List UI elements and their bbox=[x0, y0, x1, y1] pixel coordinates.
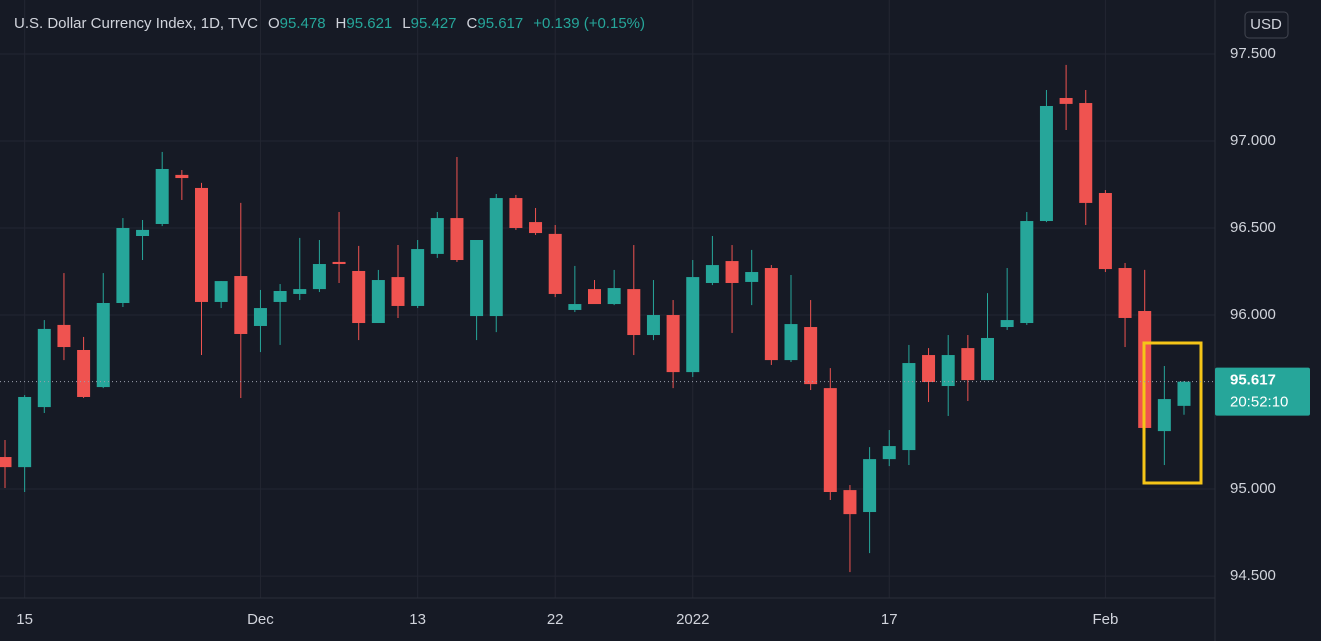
highlight-box bbox=[1142, 341, 1203, 485]
candle-body bbox=[155, 168, 169, 224]
candle-body bbox=[686, 277, 700, 373]
candle-body bbox=[214, 281, 228, 302]
legend-header: U.S. Dollar Currency Index, 1D, TVC O95.4… bbox=[14, 15, 645, 32]
y-tick-label: 97.000 bbox=[1230, 132, 1276, 149]
high-letter: H bbox=[336, 15, 347, 32]
candle-body bbox=[273, 290, 287, 302]
x-tick-label: 2022 bbox=[676, 611, 709, 628]
candle-body bbox=[430, 218, 444, 254]
x-tick-label: 15 bbox=[16, 611, 33, 628]
x-tick-label: 17 bbox=[881, 611, 898, 628]
x-tick-label: 13 bbox=[409, 611, 426, 628]
candle-body bbox=[902, 363, 916, 451]
candle-body bbox=[411, 249, 425, 306]
candle-body bbox=[195, 187, 208, 302]
candle-body bbox=[136, 229, 150, 236]
candle-body bbox=[116, 227, 130, 304]
candles bbox=[0, 64, 1191, 573]
candle-body bbox=[1157, 399, 1171, 432]
candle-body bbox=[725, 261, 739, 283]
candle-body bbox=[843, 490, 857, 515]
y-tick-label: 97.500 bbox=[1230, 45, 1276, 62]
y-tick-label: 96.500 bbox=[1230, 219, 1276, 236]
candle-body bbox=[57, 324, 71, 348]
candle-body bbox=[175, 174, 189, 179]
high-value: 95.621 bbox=[346, 15, 392, 32]
candle-body bbox=[509, 198, 523, 228]
y-tick-label: 94.500 bbox=[1230, 567, 1276, 584]
x-tick-label: 22 bbox=[547, 611, 564, 628]
last-price-box bbox=[1215, 367, 1310, 416]
candle-body bbox=[627, 289, 641, 336]
grid bbox=[0, 0, 1215, 598]
candle-body bbox=[882, 446, 896, 460]
candle-body bbox=[0, 457, 12, 468]
candle-body bbox=[77, 349, 91, 397]
candle-body bbox=[588, 289, 601, 305]
candle-body bbox=[745, 272, 759, 282]
candle-body bbox=[764, 268, 778, 361]
candle-body bbox=[1039, 105, 1053, 222]
candle-body bbox=[961, 348, 975, 381]
candle-body bbox=[489, 198, 503, 317]
candle-body bbox=[18, 396, 32, 468]
x-tick-label: Feb bbox=[1092, 611, 1118, 628]
candle-body bbox=[529, 222, 543, 234]
close-letter: C bbox=[467, 15, 478, 32]
currency-label[interactable]: USD bbox=[1250, 16, 1282, 33]
candle-body bbox=[352, 270, 366, 324]
candle-body bbox=[607, 288, 621, 305]
last-price-label: 95.617 bbox=[1230, 372, 1276, 389]
candle-body bbox=[96, 303, 110, 388]
open-value: 95.478 bbox=[280, 15, 326, 32]
candle-body bbox=[705, 265, 719, 283]
candle-body bbox=[1000, 320, 1014, 328]
candle-body bbox=[234, 276, 248, 334]
candle-body bbox=[1020, 221, 1034, 324]
candle-body bbox=[1177, 381, 1191, 406]
close-value: 95.617 bbox=[477, 15, 523, 32]
candle-body bbox=[1118, 268, 1132, 318]
change-value: +0.139 (+0.15%) bbox=[533, 15, 645, 32]
candle-body bbox=[253, 308, 267, 326]
candle-body bbox=[823, 388, 837, 493]
low-value: 95.427 bbox=[411, 15, 457, 32]
low-letter: L bbox=[402, 15, 410, 32]
candle-body bbox=[1059, 97, 1073, 104]
candle-body bbox=[391, 277, 405, 306]
symbol-title: U.S. Dollar Currency Index, 1D, TVC bbox=[14, 15, 258, 32]
candle-body bbox=[332, 261, 346, 265]
candle-body bbox=[1098, 193, 1112, 270]
candle-body bbox=[666, 315, 680, 373]
candle-body bbox=[37, 328, 51, 408]
y-tick-label: 95.000 bbox=[1230, 480, 1276, 497]
y-tick-label: 96.000 bbox=[1230, 306, 1276, 323]
candle-body bbox=[1079, 103, 1093, 203]
candle-body bbox=[981, 337, 994, 381]
candle-body bbox=[922, 355, 936, 383]
candle-body bbox=[450, 218, 464, 261]
candle-body bbox=[784, 324, 798, 361]
price-overlay: 95.617 20:52:10 bbox=[0, 367, 1310, 416]
candle-body bbox=[312, 264, 326, 290]
candle-body bbox=[941, 355, 955, 387]
candle-body bbox=[646, 315, 660, 336]
open-letter: O bbox=[268, 15, 280, 32]
candle-body bbox=[863, 459, 877, 513]
countdown-label: 20:52:10 bbox=[1230, 394, 1288, 411]
currency-button[interactable] bbox=[1244, 11, 1289, 39]
candle-body bbox=[568, 304, 582, 310]
x-tick-label: Dec bbox=[247, 611, 274, 628]
candle-body bbox=[470, 240, 484, 317]
candle-body bbox=[548, 233, 562, 294]
candle-body bbox=[371, 280, 385, 324]
candle-body bbox=[804, 327, 818, 385]
candle-body bbox=[293, 289, 307, 294]
